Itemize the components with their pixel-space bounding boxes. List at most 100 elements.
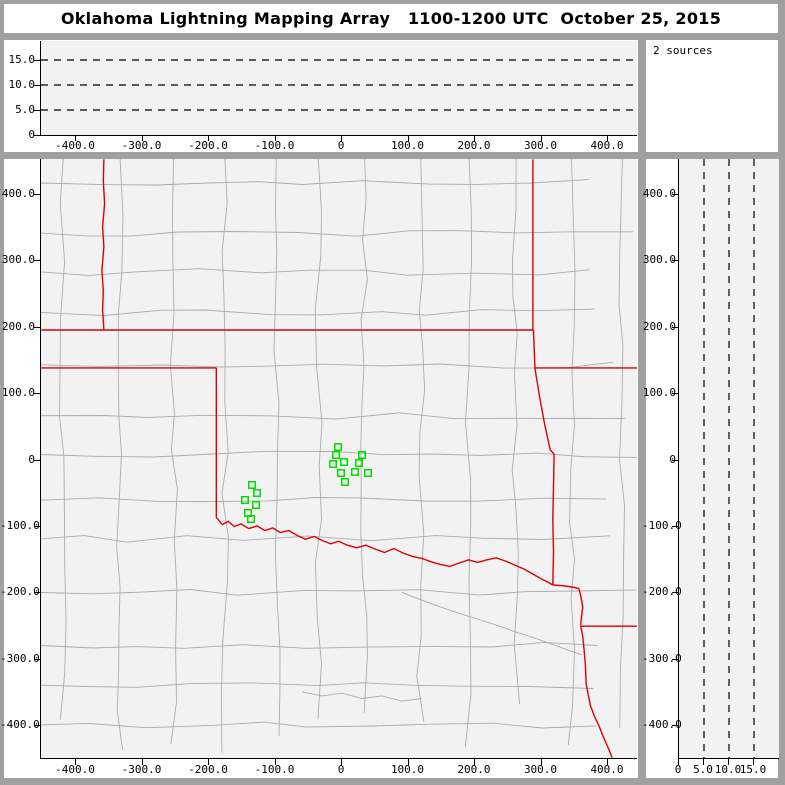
tick-mark — [34, 193, 40, 195]
divider-under-title — [4, 33, 778, 40]
tick-label: -300.0 — [642, 651, 682, 665]
altitude-north-south-plot[interactable] — [678, 159, 779, 759]
tick-label: 10.0 — [8, 78, 36, 91]
tick-mark — [672, 260, 678, 262]
altitude-east-west-plot[interactable] — [40, 41, 637, 136]
lightning-source-marker — [332, 450, 341, 459]
tick-mark — [607, 759, 608, 765]
tick-label: -100.0 — [642, 518, 682, 532]
tick-mark — [208, 136, 209, 141]
tick-label: 400.0 — [1, 186, 35, 200]
tick-mark — [34, 60, 40, 61]
tick-label: 300.0 — [642, 253, 676, 267]
tick-label: 5.0 — [693, 763, 713, 776]
tick-mark — [274, 136, 276, 141]
tick-mark — [672, 393, 678, 395]
tick-mark — [34, 658, 40, 660]
tick-label: -200.0 — [0, 585, 40, 599]
tick-label: -400.0 — [55, 139, 95, 152]
tick-mark — [607, 136, 608, 141]
tick-mark — [274, 759, 276, 765]
plan-view-map-plot[interactable] — [40, 159, 637, 759]
lightning-source-marker — [334, 443, 343, 452]
window-border-right — [778, 0, 785, 785]
lightning-source-marker — [252, 500, 261, 509]
tick-label: 15.0 — [739, 763, 767, 776]
window-border-top — [0, 0, 785, 4]
tick-label: -100.0 — [0, 518, 40, 532]
tick-mark — [678, 759, 679, 765]
tick-label: 0 — [28, 452, 35, 466]
lightning-source-marker — [253, 489, 262, 498]
tick-label: 400.0 — [590, 139, 624, 152]
lightning-source-marker — [340, 478, 349, 487]
tick-label: -300.0 — [121, 139, 162, 152]
tick-mark — [208, 759, 209, 765]
tick-mark — [341, 136, 342, 141]
tick-label: 15.0 — [8, 53, 36, 66]
tick-label: -100.0 — [254, 763, 295, 776]
tick-label: 0 — [642, 453, 676, 466]
tick-label: -300.0 — [121, 763, 162, 776]
tick-mark — [34, 725, 40, 727]
tick-mark — [34, 135, 40, 136]
tick-mark — [34, 85, 40, 86]
tick-label: 200.0 — [457, 139, 491, 152]
tick-label: 0 — [337, 763, 345, 776]
lightning-source-marker — [247, 514, 256, 523]
tick-mark — [753, 759, 754, 765]
tick-mark — [34, 260, 40, 262]
tick-label: 300.0 — [1, 253, 35, 267]
tick-mark — [474, 136, 475, 141]
window-title: Oklahoma Lightning Mapping Array 1100-12… — [60, 9, 722, 28]
tick-label: 200.0 — [457, 763, 491, 776]
lightning-source-marker — [364, 468, 373, 477]
tick-label: 400.0 — [590, 763, 624, 776]
tick-label: 5.0 — [15, 103, 35, 116]
lightning-source-marker — [358, 450, 367, 459]
tick-mark — [141, 759, 143, 765]
tick-label: 0 — [674, 763, 682, 776]
tick-mark — [34, 110, 40, 111]
tick-mark — [75, 759, 76, 765]
tick-mark — [672, 326, 678, 328]
tick-mark — [407, 136, 409, 141]
tick-label: 100.0 — [390, 763, 425, 776]
window-border-left — [0, 0, 4, 785]
tick-mark — [407, 759, 409, 765]
tick-mark — [672, 725, 678, 727]
tick-label: -200.0 — [642, 585, 682, 599]
tick-mark — [34, 459, 40, 461]
tick-mark — [34, 525, 40, 527]
source-count-box: 2 sources — [646, 40, 778, 152]
tick-mark — [474, 759, 475, 765]
tick-label: 200.0 — [642, 319, 676, 333]
tick-label: -400.0 — [55, 763, 95, 776]
lightning-source-marker — [248, 480, 257, 489]
tick-label: 10.0 — [714, 763, 742, 776]
tick-mark — [540, 136, 542, 141]
tick-label: 300.0 — [523, 139, 558, 152]
tick-mark — [672, 658, 678, 660]
tick-label: -100.0 — [254, 139, 295, 152]
tick-mark — [34, 326, 40, 328]
tick-mark — [728, 759, 729, 765]
tick-mark — [141, 136, 143, 141]
title-bar: Oklahoma Lightning Mapping Array 1100-12… — [4, 4, 778, 33]
tick-mark — [672, 592, 678, 594]
tick-label: 100.0 — [1, 386, 35, 400]
tick-mark — [672, 459, 678, 461]
tick-mark — [34, 592, 40, 594]
tick-label: -300.0 — [0, 651, 40, 665]
divider-horizontal — [4, 152, 778, 159]
tick-label: -200.0 — [188, 763, 228, 776]
tick-label: -400.0 — [642, 718, 682, 732]
tick-label: 200.0 — [1, 319, 35, 333]
lightning-source-marker — [339, 458, 348, 467]
lightning-source-marker — [329, 460, 338, 469]
tick-label: -400.0 — [0, 718, 40, 732]
tick-mark — [34, 393, 40, 395]
tick-label: 300.0 — [523, 763, 558, 776]
lightning-source-marker — [240, 496, 249, 505]
